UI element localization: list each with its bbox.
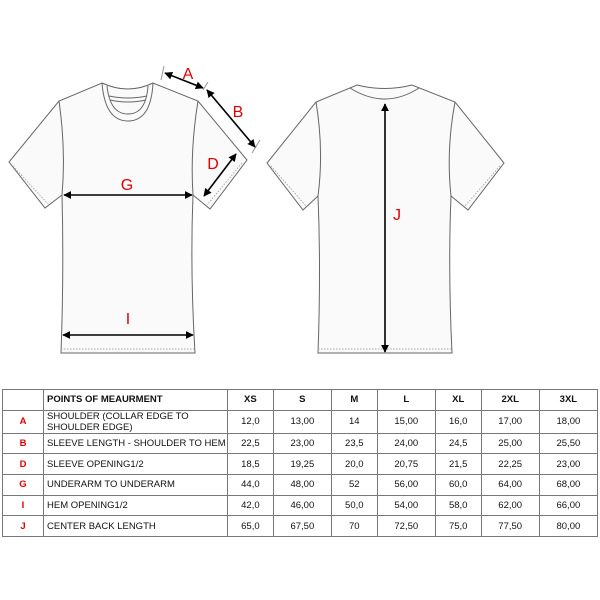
row-point: SLEEVE OPENING1/2 [43, 453, 228, 476]
row-value: 65,0 [227, 515, 274, 538]
table-row: B SLEEVE LENGTH - SHOULDER TO HEM 22,5 23,0… [2, 432, 599, 455]
row-code: A [2, 409, 44, 434]
row-value: 23,5 [330, 432, 378, 455]
front-shirt [8, 65, 261, 354]
row-value: 25,00 [480, 432, 540, 455]
header-point: POINTS OF MEAURMENT [43, 389, 228, 411]
row-value: 54,00 [376, 494, 436, 517]
arrow-b [206, 89, 256, 148]
row-code: G [2, 474, 44, 496]
header-size: XS [227, 389, 274, 411]
row-point: SHOULDER (COLLAR EDGE TO SHOULDER EDGE) [43, 409, 228, 434]
header-size: 2XL [480, 389, 540, 411]
row-value: 67,50 [272, 515, 332, 538]
table-row: I HEM OPENING1/2 42,0 46,00 50,0 54,00 58,0 62,… [2, 494, 599, 517]
row-value: 64,00 [480, 474, 540, 496]
arrow-a [164, 71, 204, 90]
header-size: M [330, 389, 378, 411]
header-size: 3XL [538, 389, 599, 411]
row-value: 16,0 [434, 409, 482, 434]
header-size: S [272, 389, 332, 411]
table-row: A SHOULDER (COLLAR EDGE TO SHOULDER EDGE)… [2, 409, 599, 434]
row-value: 62,00 [480, 494, 540, 517]
row-value: 50,0 [330, 494, 378, 517]
row-value: 20,75 [376, 453, 436, 476]
row-value: 60,0 [434, 474, 482, 496]
label-a: A [183, 66, 194, 83]
label-g: G [121, 177, 133, 194]
row-value: 18,00 [538, 409, 599, 434]
row-value: 22,25 [480, 453, 540, 476]
arrow-d [203, 153, 237, 197]
row-value: 68,00 [538, 474, 599, 496]
row-point: SLEEVE LENGTH - SHOULDER TO HEM [43, 432, 228, 455]
row-value: 20,0 [330, 453, 378, 476]
row-value: 15,00 [376, 409, 436, 434]
row-value: 23,00 [272, 432, 332, 455]
row-code: B [2, 432, 44, 455]
row-value: 66,00 [538, 494, 599, 517]
row-value: 46,00 [272, 494, 332, 517]
label-d: D [207, 156, 219, 173]
row-code: J [2, 515, 44, 538]
table-row: J CENTER BACK LENGTH 65,0 67,50 70 72,50 75,0 7… [2, 515, 599, 538]
row-code: D [2, 453, 44, 476]
row-value: 52 [330, 474, 378, 496]
header-code [2, 389, 44, 411]
row-value: 17,00 [480, 409, 540, 434]
row-value: 21,5 [434, 453, 482, 476]
row-value: 56,00 [376, 474, 436, 496]
row-value: 80,00 [538, 515, 599, 538]
label-j: J [393, 207, 401, 224]
row-value: 72,50 [376, 515, 436, 538]
table-row: G UNDERARM TO UNDERARM 44,0 48,00 52 56,00 60,… [2, 474, 599, 496]
row-value: 19,25 [272, 453, 332, 476]
table-row: D SLEEVE OPENING1/2 18,5 19,25 20,0 20,75 21,5… [2, 453, 599, 476]
row-value: 18,5 [227, 453, 274, 476]
row-value: 77,50 [480, 515, 540, 538]
row-value: 12,0 [227, 409, 274, 434]
row-value: 24,5 [434, 432, 482, 455]
row-value: 22,5 [227, 432, 274, 455]
table-header-row: POINTS OF MEAURMENT XS S M L XL 2XL 3XL [2, 389, 599, 411]
row-value: 48,00 [272, 474, 332, 496]
row-value: 23,00 [538, 453, 599, 476]
header-size: L [376, 389, 436, 411]
row-value: 42,0 [227, 494, 274, 517]
row-value: 25,50 [538, 432, 599, 455]
row-value: 75,0 [434, 515, 482, 538]
row-point: CENTER BACK LENGTH [43, 515, 228, 538]
header-size: XL [434, 389, 482, 411]
row-code: I [2, 494, 44, 517]
row-value: 24,00 [376, 432, 436, 455]
row-point: HEM OPENING1/2 [43, 494, 228, 517]
label-i: I [126, 311, 130, 328]
size-chart-table: POINTS OF MEAURMENT XS S M L XL 2XL 3XL … [2, 389, 599, 538]
tshirt-diagram: A B D G I J [8, 65, 505, 354]
row-value: 44,0 [227, 474, 274, 496]
row-value: 70 [330, 515, 378, 538]
row-value: 14 [330, 409, 378, 434]
row-value: 58,0 [434, 494, 482, 517]
row-value: 13,00 [272, 409, 332, 434]
label-b: B [233, 104, 244, 121]
row-point: UNDERARM TO UNDERARM [43, 474, 228, 496]
